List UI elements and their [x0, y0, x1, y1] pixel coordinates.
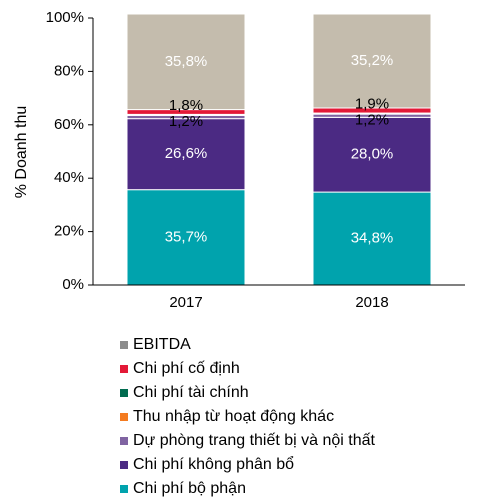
- legend-swatch: [120, 461, 128, 469]
- legend-label: Dự phòng trang thiết bị và nội thất: [133, 432, 376, 449]
- legend-label: Chi phí cố định: [133, 360, 240, 377]
- value-label: 26,6%: [165, 145, 208, 162]
- bar-segment: [126, 118, 246, 191]
- x-tick-label: 2017: [169, 294, 202, 311]
- legend-swatch: [120, 341, 128, 349]
- y-tick-label: 40%: [54, 169, 84, 186]
- value-label: 1,8%: [169, 97, 203, 114]
- legend-swatch: [120, 485, 128, 493]
- value-label: 35,2%: [351, 52, 394, 69]
- legend-label: Chi phí không phân bổ: [133, 455, 294, 473]
- y-tick-label: 20%: [54, 223, 84, 240]
- value-label: 34,8%: [351, 230, 394, 247]
- bar-segment: [312, 13, 432, 109]
- y-tick-label: 100%: [46, 9, 84, 26]
- value-label: 28,0%: [351, 146, 394, 163]
- x-tick-label: 2018: [355, 294, 388, 311]
- legend-label: Chi phí tài chính: [133, 384, 249, 401]
- value-label: 1,9%: [355, 95, 389, 112]
- y-tick-label: 0%: [62, 276, 84, 293]
- bar-segment: [126, 13, 246, 111]
- legend-label: EBITDA: [133, 336, 191, 353]
- legend-swatch: [120, 413, 128, 421]
- legend-label: Chi phí bộ phận: [133, 480, 246, 497]
- y-tick-label: 60%: [54, 116, 84, 133]
- value-label: 35,7%: [165, 228, 208, 245]
- value-label: 1,2%: [169, 113, 203, 130]
- legend-swatch: [120, 389, 128, 397]
- y-tick-label: 80%: [54, 62, 84, 79]
- bar-segment: [312, 116, 432, 193]
- bar-segment: [312, 191, 432, 286]
- value-label: 35,8%: [165, 53, 208, 70]
- value-label: 1,2%: [355, 112, 389, 129]
- legend-label: Thu nhập từ hoạt động khác: [133, 408, 334, 425]
- legend-swatch: [120, 365, 128, 373]
- legend-swatch: [120, 437, 128, 445]
- y-axis-label: % Doanh thu: [13, 106, 30, 199]
